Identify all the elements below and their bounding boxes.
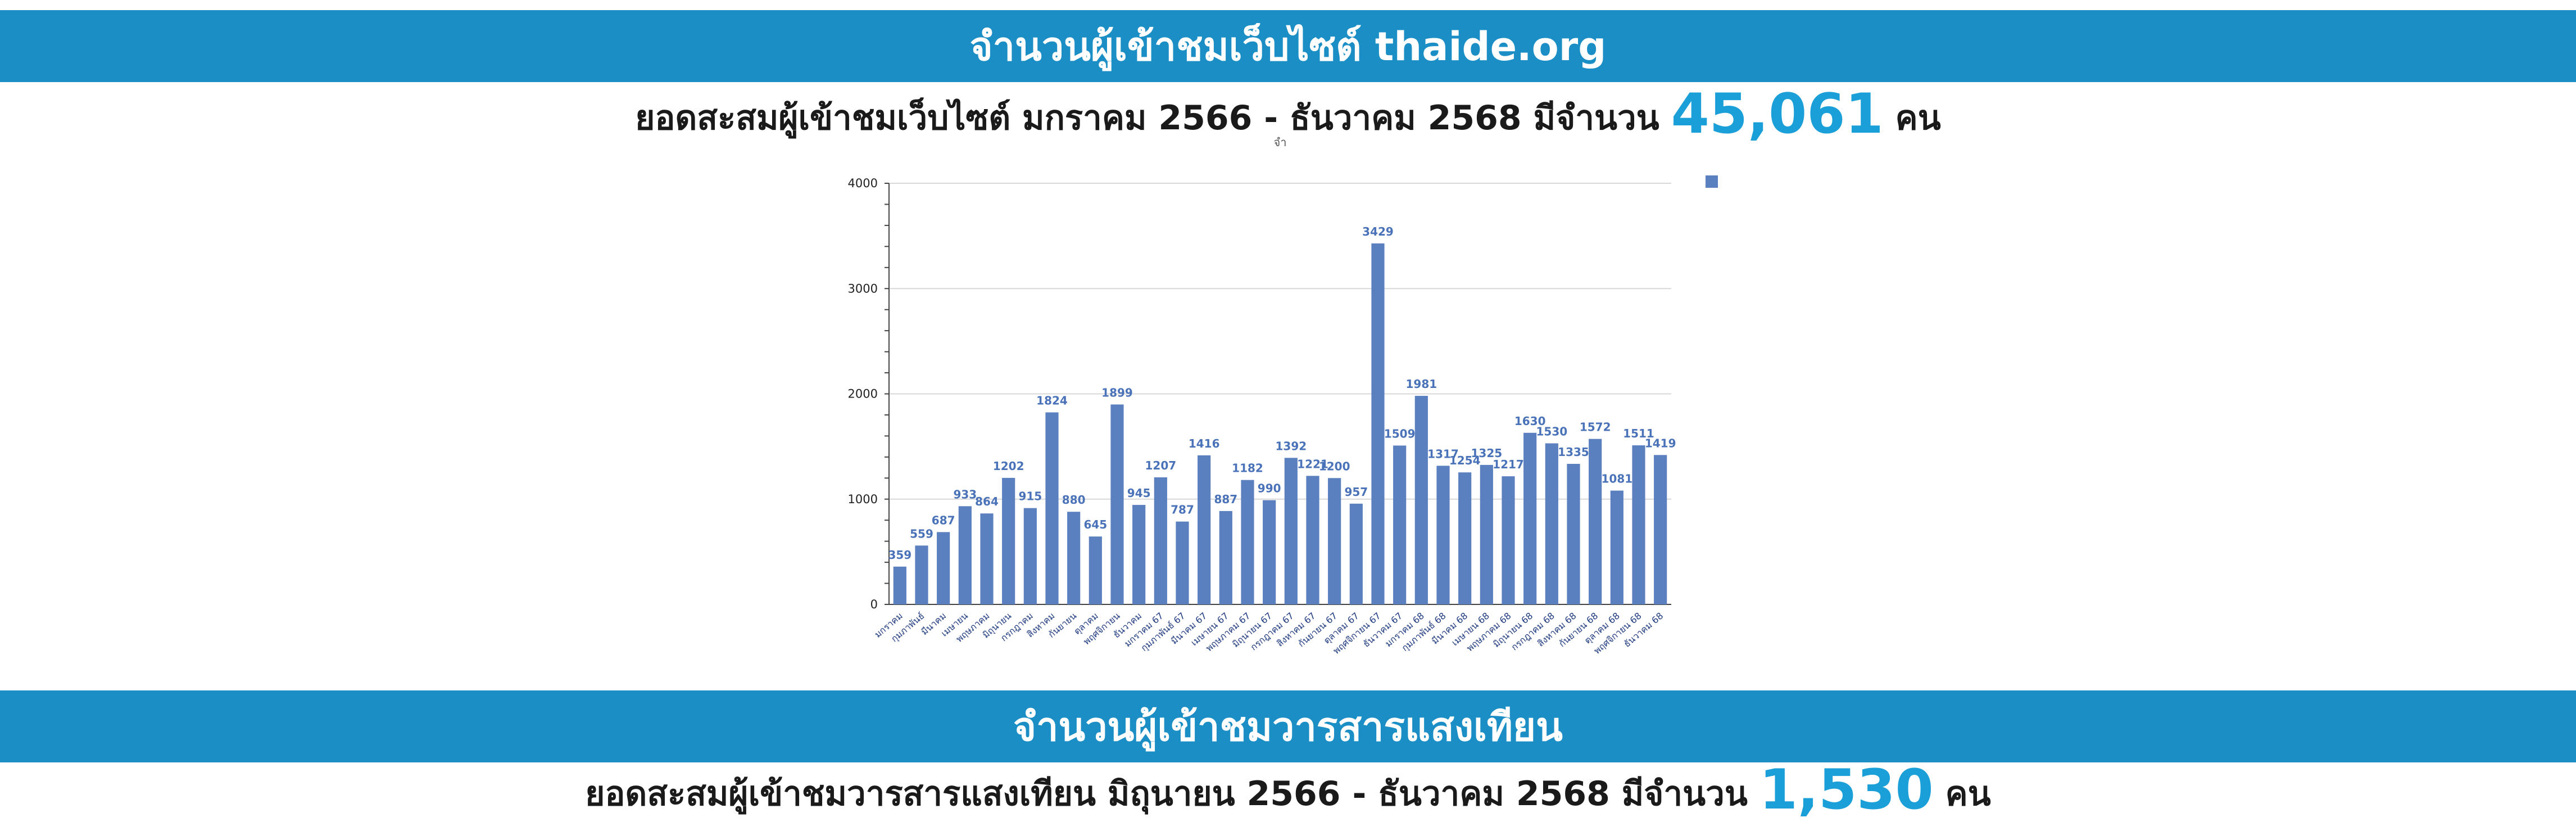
bar-value-label: 1317 bbox=[1427, 447, 1459, 460]
bar-value-label: 1221 bbox=[1297, 457, 1328, 471]
journal-summary-text: ยอดสะสมผู้เข้าชมวารสารแสงเทียน มิถุนายน … bbox=[585, 774, 1748, 814]
bar-value-label: 3429 bbox=[1362, 225, 1394, 238]
website-cumulative-summary: ยอดสะสมผู้เข้าชมเว็บไซต์ มกราคม 2566 - ธ… bbox=[0, 82, 2576, 146]
bar bbox=[1328, 478, 1341, 604]
y-tick-label: 4000 bbox=[848, 177, 878, 190]
bar bbox=[1089, 536, 1102, 604]
bar-value-label: 1530 bbox=[1536, 425, 1567, 439]
y-tick-label: 3000 bbox=[848, 282, 878, 295]
y-tick-label: 0 bbox=[870, 598, 878, 611]
bar bbox=[1306, 476, 1319, 604]
bar bbox=[1176, 521, 1189, 604]
bar-value-label: 687 bbox=[932, 513, 955, 527]
legend-swatch bbox=[1706, 175, 1718, 188]
bar-value-label: 1509 bbox=[1384, 427, 1416, 440]
bar-value-label: 1202 bbox=[993, 459, 1024, 473]
y-tick-label: 1000 bbox=[848, 493, 878, 506]
bar-value-label: 1217 bbox=[1493, 458, 1524, 471]
bar-value-label: 1419 bbox=[1645, 436, 1676, 450]
bar-value-label: 359 bbox=[888, 548, 911, 562]
website-summary-text: ยอดสะสมผู้เข้าชมเว็บไซต์ มกราคม 2566 - ธ… bbox=[635, 98, 1659, 138]
bar-value-label: 787 bbox=[1171, 503, 1194, 517]
bar-value-label: 1081 bbox=[1601, 472, 1632, 486]
bar bbox=[1654, 455, 1667, 604]
journal-summary-unit: คน bbox=[1945, 774, 1991, 814]
bar-value-label: 957 bbox=[1344, 485, 1368, 499]
bar bbox=[1067, 512, 1081, 604]
bar bbox=[937, 532, 950, 604]
bar bbox=[1371, 243, 1385, 604]
bar-value-label: 1335 bbox=[1558, 445, 1589, 459]
bar bbox=[1198, 455, 1211, 604]
journal-readers-banner: จำนวนผู้เข้าชมวารสารแสงเทียน bbox=[0, 690, 2576, 762]
bar bbox=[1589, 439, 1602, 604]
bar-value-label: 1325 bbox=[1471, 446, 1502, 460]
bar bbox=[1263, 500, 1276, 604]
bar-value-label: 933 bbox=[953, 487, 977, 501]
bar-value-label: 559 bbox=[910, 527, 933, 540]
bar bbox=[893, 566, 906, 604]
bar-value-label: 887 bbox=[1214, 493, 1237, 506]
bar bbox=[1436, 466, 1450, 604]
bar bbox=[1523, 432, 1537, 604]
website-visitors-title: จำนวนผู้เข้าชมเว็บไซต์ thaide.org bbox=[969, 23, 1607, 70]
bar-value-label: 1200 bbox=[1319, 459, 1350, 473]
bar bbox=[1284, 458, 1298, 604]
bar bbox=[1502, 476, 1515, 604]
bar-value-label: 1630 bbox=[1514, 414, 1546, 428]
journal-readers-title: จำนวนผู้เข้าชมวารสารแสงเทียน bbox=[1013, 703, 1563, 750]
bar bbox=[1393, 445, 1407, 604]
bar bbox=[1154, 477, 1167, 604]
y-tick-label: 2000 bbox=[848, 387, 878, 401]
bar-value-label: 1981 bbox=[1405, 377, 1437, 391]
bar bbox=[1045, 412, 1059, 604]
bar-value-label: 1182 bbox=[1232, 462, 1263, 475]
bar bbox=[1132, 505, 1146, 604]
bar-value-label: 1207 bbox=[1145, 459, 1176, 472]
bar bbox=[1480, 464, 1493, 604]
bar-value-label: 1416 bbox=[1189, 437, 1220, 450]
bar-value-label: 1572 bbox=[1580, 421, 1611, 434]
website-summary-unit: คน bbox=[1895, 98, 1941, 138]
bar bbox=[1002, 477, 1015, 604]
bar-value-label: 880 bbox=[1062, 493, 1086, 507]
bar-value-label: 945 bbox=[1127, 486, 1151, 500]
bar-value-label: 864 bbox=[975, 495, 999, 508]
bar bbox=[1458, 472, 1472, 604]
bar bbox=[1414, 396, 1428, 604]
bar bbox=[1545, 443, 1558, 604]
website-visitors-banner: จำนวนผู้เข้าชมเว็บไซต์ thaide.org bbox=[0, 10, 2576, 82]
journal-total-readers: 1,530 bbox=[1759, 758, 1934, 822]
bar bbox=[1349, 503, 1363, 604]
bar bbox=[1110, 404, 1124, 604]
bar-value-label: 1392 bbox=[1275, 439, 1307, 453]
website-total-visitors: 45,061 bbox=[1671, 82, 1884, 146]
bar bbox=[1567, 464, 1580, 604]
bar bbox=[1632, 445, 1645, 604]
chart-title: จำ bbox=[1274, 136, 1287, 149]
bar-value-label: 1899 bbox=[1101, 386, 1133, 399]
bar-value-label: 915 bbox=[1018, 490, 1042, 503]
bar bbox=[958, 506, 972, 604]
bar bbox=[980, 513, 994, 604]
bar-value-label: 645 bbox=[1083, 518, 1107, 531]
bar-value-label: 1254 bbox=[1449, 454, 1481, 467]
bar-value-label: 1511 bbox=[1623, 427, 1654, 440]
bar-value-label: 990 bbox=[1258, 482, 1281, 495]
bar-value-label: 1824 bbox=[1036, 394, 1068, 407]
monthly-visitors-chart: จำ01000200030004000359มกราคม559กุมภาพันธ… bbox=[848, 136, 1718, 656]
bar bbox=[915, 545, 928, 604]
bar bbox=[1610, 490, 1623, 604]
bar bbox=[1219, 511, 1232, 604]
bar bbox=[1241, 480, 1254, 604]
journal-cumulative-summary: ยอดสะสมผู้เข้าชมวารสารแสงเทียน มิถุนายน … bbox=[0, 758, 2576, 822]
bar bbox=[1023, 508, 1037, 604]
